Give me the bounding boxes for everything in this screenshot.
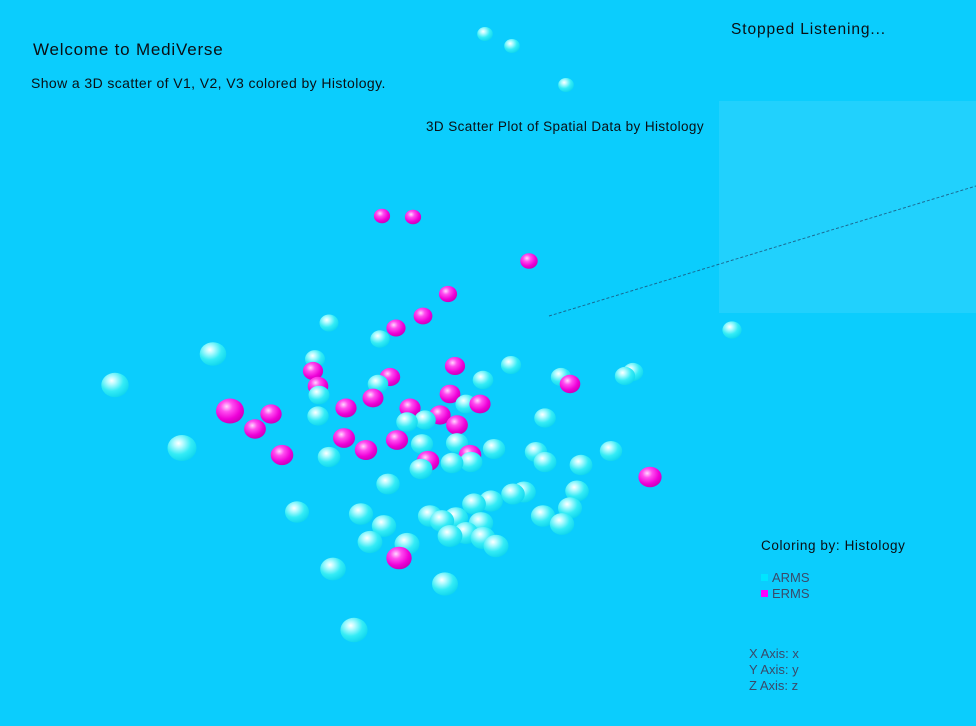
legend-title: Coloring by: Histology — [761, 538, 906, 553]
point-erms-6[interactable] — [302, 361, 324, 381]
point-arms-7[interactable] — [319, 314, 339, 332]
point-erms-5[interactable] — [386, 319, 406, 337]
point-erms-2[interactable] — [520, 253, 538, 269]
point-arms-19[interactable] — [534, 408, 556, 428]
point-arms-37[interactable] — [357, 530, 383, 554]
legend-swatch-erms — [761, 590, 768, 597]
point-arms-6[interactable] — [167, 435, 197, 461]
point-arms-43[interactable] — [501, 483, 525, 505]
point-erms-4[interactable] — [413, 307, 433, 325]
x-axis-label: X Axis: x — [749, 646, 799, 661]
point-arms-49[interactable] — [437, 525, 463, 547]
point-arms-1[interactable] — [504, 39, 520, 53]
point-erms-10[interactable] — [439, 384, 461, 404]
point-arms-3[interactable] — [722, 321, 742, 339]
point-arms-12[interactable] — [307, 406, 329, 426]
point-arms-2[interactable] — [558, 78, 574, 92]
point-arms-24[interactable] — [482, 439, 506, 459]
point-erms-20[interactable] — [333, 428, 355, 448]
legend-item-arms[interactable]: ARMS — [761, 570, 810, 585]
point-erms-21[interactable] — [385, 430, 409, 450]
point-arms-32[interactable] — [459, 451, 483, 473]
y-axis-label: Y Axis: y — [749, 662, 799, 677]
point-erms-3[interactable] — [438, 285, 458, 303]
point-arms-4[interactable] — [101, 372, 129, 398]
point-erms-27[interactable] — [638, 466, 662, 488]
point-erms-15[interactable] — [335, 398, 357, 418]
point-arms-17[interactable] — [500, 356, 522, 374]
query-prompt: Show a 3D scatter of V1, V2, V3 colored … — [31, 75, 386, 91]
point-arms-41[interactable] — [462, 493, 486, 515]
point-erms-1[interactable] — [404, 209, 422, 225]
point-arms-36[interactable] — [371, 515, 397, 537]
point-arms-34[interactable] — [285, 501, 309, 523]
point-arms-30[interactable] — [409, 458, 433, 480]
point-arms-53[interactable] — [483, 534, 509, 558]
point-erms-11[interactable] — [444, 357, 466, 375]
point-arms-33[interactable] — [376, 473, 400, 495]
point-erms-9[interactable] — [362, 388, 384, 408]
point-arms-48[interactable] — [549, 513, 575, 535]
point-arms-0[interactable] — [477, 27, 493, 41]
chart-panel — [719, 101, 976, 313]
point-arms-47[interactable] — [530, 505, 556, 527]
point-arms-26[interactable] — [533, 451, 557, 473]
point-erms-13[interactable] — [260, 404, 282, 424]
point-arms-28[interactable] — [599, 441, 623, 461]
point-arms-16[interactable] — [472, 370, 494, 390]
point-erms-28[interactable] — [386, 546, 412, 570]
point-arms-35[interactable] — [348, 503, 374, 525]
point-erms-19[interactable] — [446, 415, 468, 435]
points-layer — [101, 27, 742, 643]
legend-label-arms: ARMS — [772, 570, 810, 585]
point-arms-29[interactable] — [317, 446, 341, 468]
point-arms-8[interactable] — [370, 330, 390, 348]
chart-title: 3D Scatter Plot of Spatial Data by Histo… — [426, 119, 704, 134]
point-erms-12[interactable] — [216, 398, 244, 424]
legend-swatch-arms — [761, 574, 768, 581]
legend-label-erms: ERMS — [772, 586, 810, 601]
point-arms-45[interactable] — [565, 480, 589, 502]
point-arms-20[interactable] — [614, 366, 636, 386]
point-arms-56[interactable] — [340, 617, 368, 643]
point-erms-22[interactable] — [270, 444, 294, 466]
listening-status: Stopped Listening... — [731, 21, 887, 38]
point-erms-23[interactable] — [354, 440, 378, 460]
point-arms-31[interactable] — [440, 452, 464, 474]
point-arms-27[interactable] — [569, 454, 593, 476]
point-erms-18[interactable] — [469, 394, 491, 414]
point-erms-26[interactable] — [559, 374, 581, 394]
z-axis-label: Z Axis: z — [749, 678, 799, 693]
point-arms-5[interactable] — [199, 342, 227, 366]
point-arms-11[interactable] — [308, 385, 330, 405]
point-arms-13[interactable] — [396, 412, 418, 432]
point-erms-14[interactable] — [244, 419, 266, 439]
point-arms-55[interactable] — [320, 557, 346, 581]
point-arms-10[interactable] — [367, 374, 389, 394]
legend-item-erms[interactable]: ERMS — [761, 586, 810, 601]
point-arms-15[interactable] — [410, 434, 434, 454]
axis-line — [548, 185, 976, 317]
point-arms-14[interactable] — [414, 410, 436, 430]
welcome-title: Welcome to MediVerse — [33, 40, 224, 59]
point-arms-54[interactable] — [432, 572, 458, 596]
point-erms-0[interactable] — [373, 208, 391, 224]
axis-info: X Axis: x Y Axis: y Z Axis: z — [749, 646, 799, 694]
